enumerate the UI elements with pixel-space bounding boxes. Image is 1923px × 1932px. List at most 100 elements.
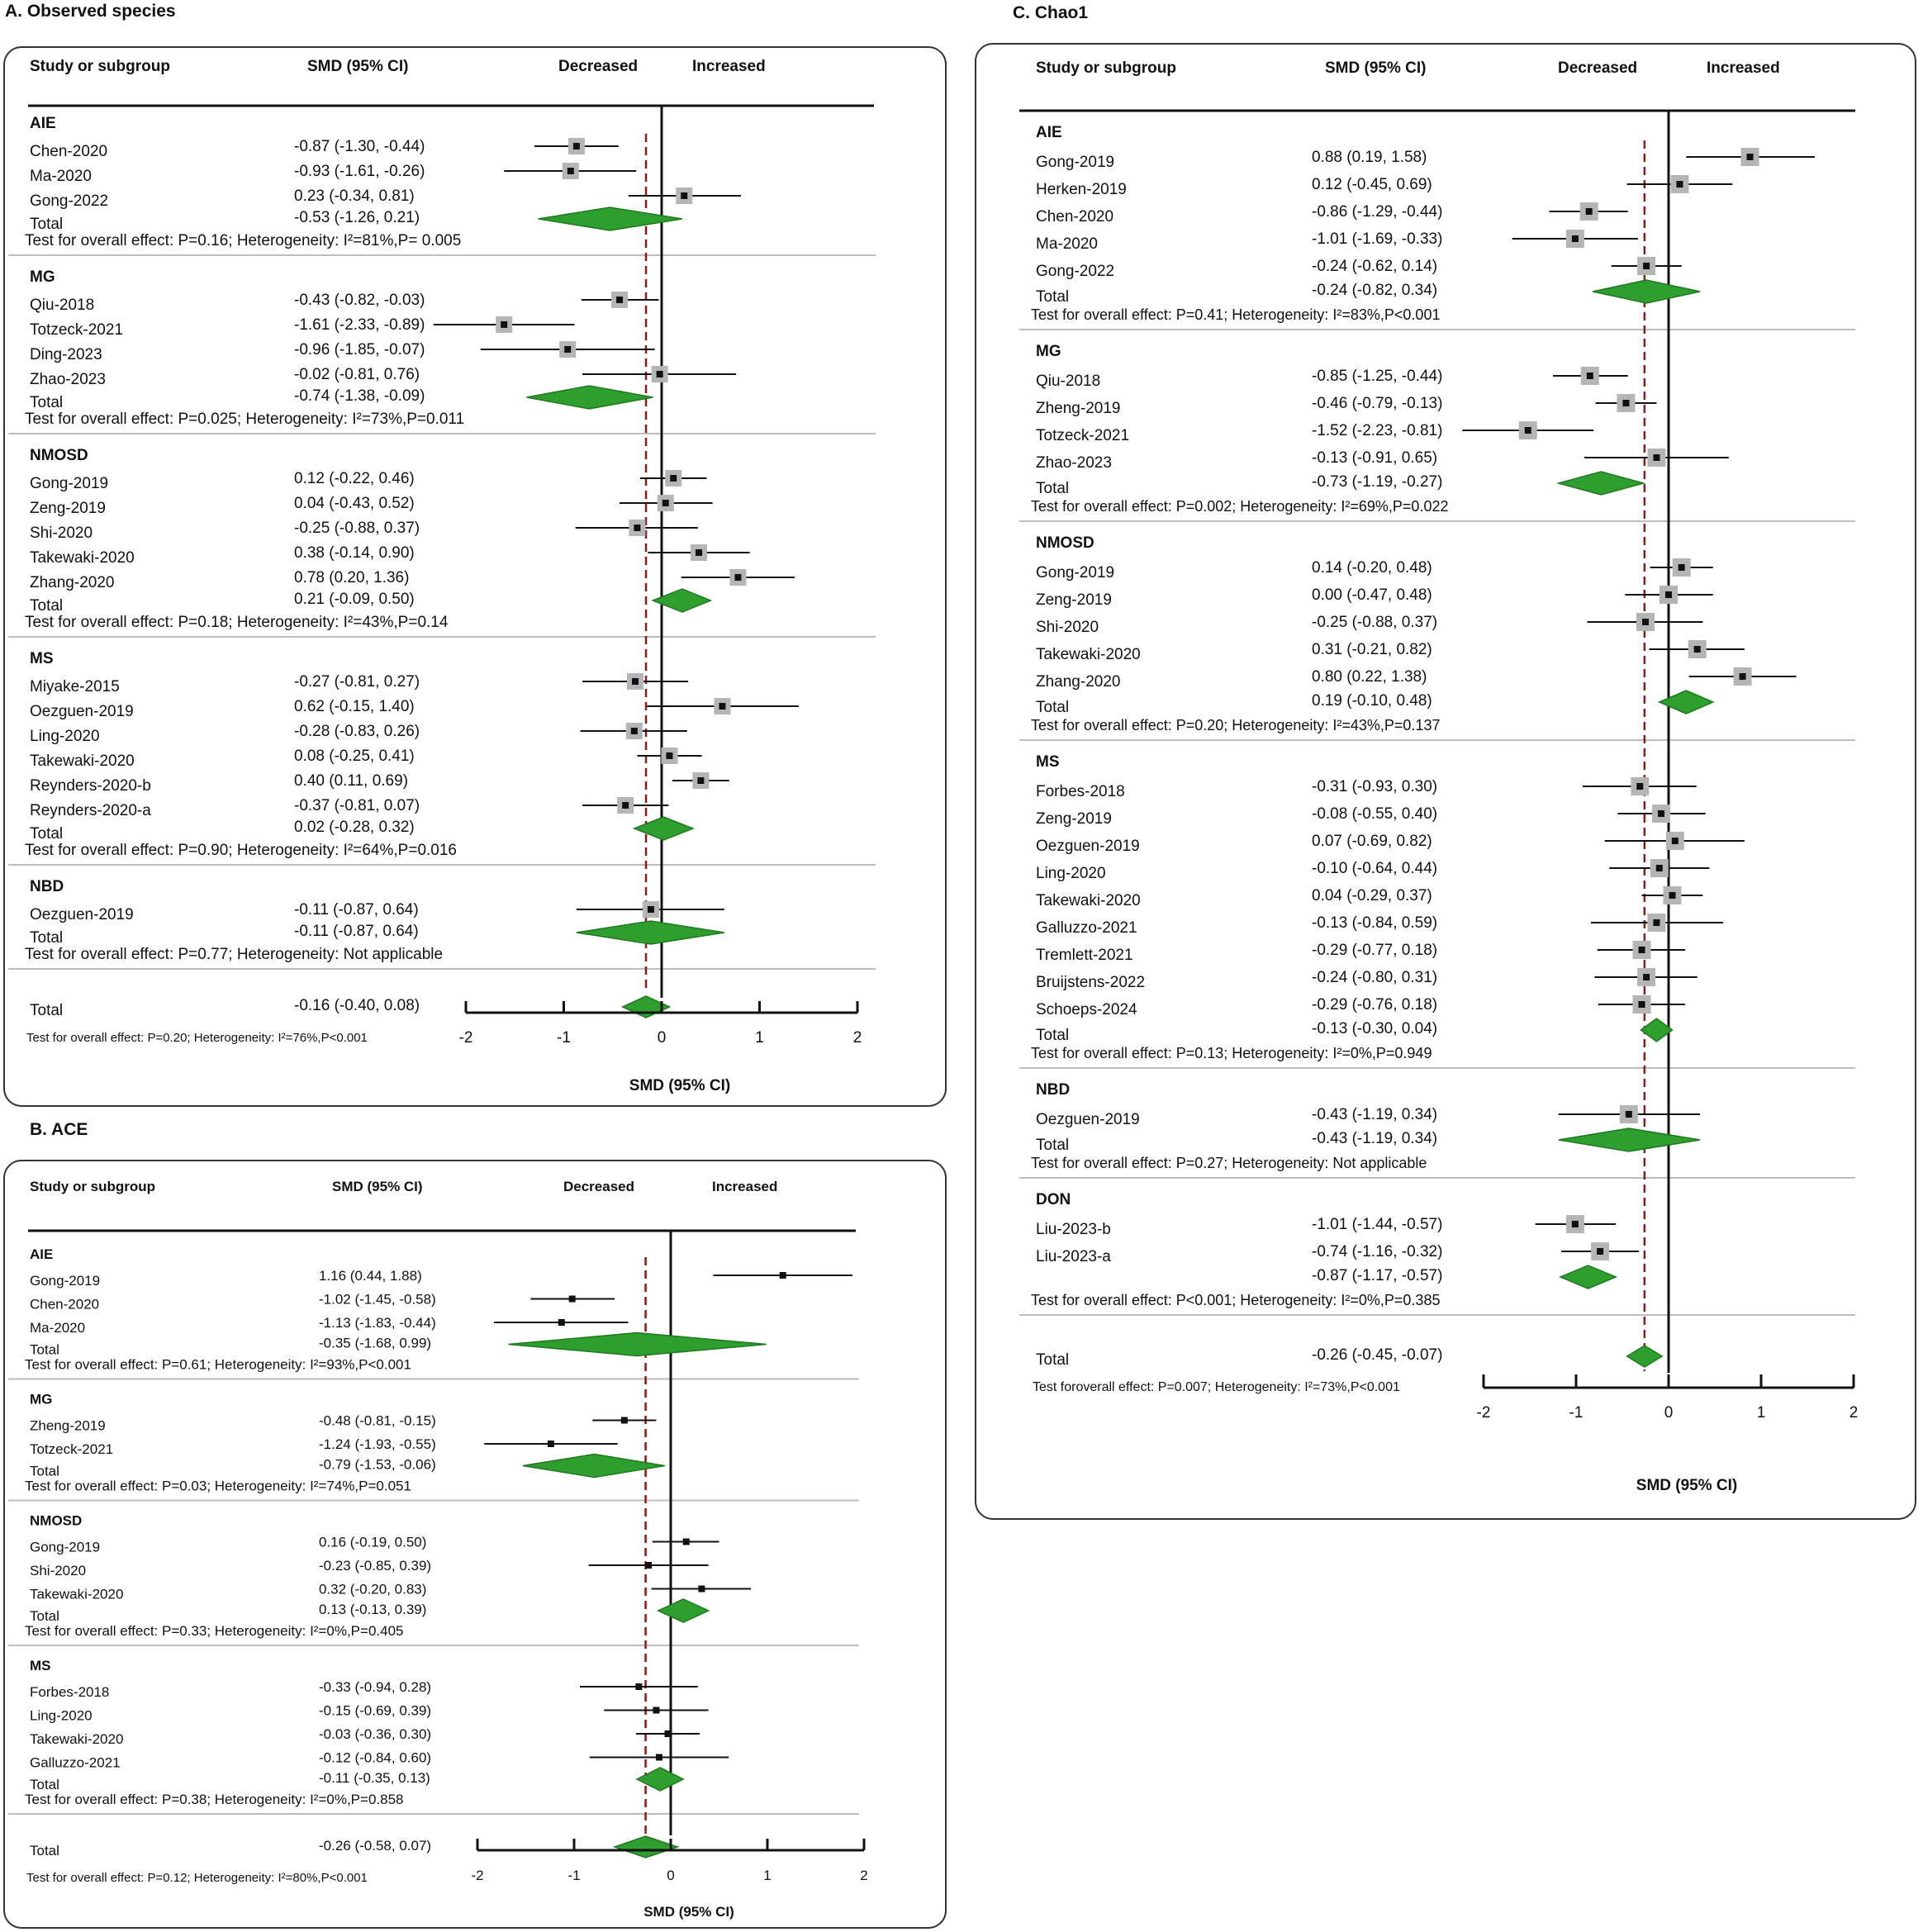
study-ci-text: 0.88 (0.19, 1.58) <box>1312 149 1427 166</box>
study-point-estimate <box>1643 974 1650 980</box>
x-axis-tick-label: 2 <box>853 1029 862 1047</box>
study-point-estimate <box>616 297 624 303</box>
study-ci-text: 0.38 (-0.14, 0.90) <box>294 544 415 562</box>
subgroup-total-label: Total <box>1036 480 1069 497</box>
study-label: Zeng-2019 <box>1036 810 1112 828</box>
study-label: Totzeck-2021 <box>30 321 123 339</box>
study-point-estimate <box>1658 810 1665 817</box>
study-ci-text: 0.80 (0.22, 1.38) <box>1312 668 1427 686</box>
study-point-estimate <box>682 1538 690 1545</box>
overall-total-label: Total <box>30 1002 63 1019</box>
subgroup-test-text: Test for overall effect: P=0.13; Heterog… <box>1031 1045 1432 1061</box>
overall-diamond <box>620 995 672 1018</box>
study-ci-text: -0.24 (-0.62, 0.14) <box>1312 258 1437 275</box>
study-point-estimate <box>1746 154 1754 160</box>
x-axis-tick-label: -1 <box>557 1029 571 1047</box>
subgroup-total-label: Total <box>30 1608 59 1624</box>
study-ci-text: 0.12 (-0.45, 0.69) <box>1312 176 1432 193</box>
study-point-estimate <box>1655 865 1663 871</box>
subgroup-total-ci-text: -0.53 (-1.26, 0.21) <box>294 209 420 226</box>
subgroup-total-ci-text: 0.21 (-0.09, 0.50) <box>294 591 415 608</box>
overall-diamond <box>1626 1345 1664 1368</box>
subgroup-total-label: Total <box>30 825 63 843</box>
study-ci-text: 0.14 (-0.20, 0.48) <box>1312 559 1432 577</box>
panel-b-title: B. ACE <box>30 1120 88 1139</box>
study-ci-text: -0.12 (-0.84, 0.60) <box>319 1750 431 1766</box>
study-label: Galluzzo-2021 <box>30 1755 121 1771</box>
study-ci-text: 0.62 (-0.15, 1.40) <box>294 698 415 715</box>
subgroup-label: MG <box>30 1392 52 1407</box>
study-point-estimate <box>1642 619 1649 625</box>
header-smd: SMD (95% CI) <box>332 1179 423 1194</box>
study-label: Liu-2023-b <box>1036 1221 1111 1238</box>
study-ci-text: -0.74 (-1.16, -0.32) <box>1312 1243 1442 1260</box>
panel-c-title: C. Chao1 <box>1013 3 1089 22</box>
study-label: Takewaki-2020 <box>30 1587 123 1602</box>
study-label: Galluzzo-2021 <box>1036 919 1137 937</box>
study-point-estimate <box>1653 454 1660 461</box>
study-ci-text: 0.16 (-0.19, 0.50) <box>319 1535 426 1550</box>
subgroup-label: MG <box>30 268 55 286</box>
subgroup-test-text: Test for overall effect: P=0.20; Heterog… <box>1031 717 1440 733</box>
header-decreased: Decreased <box>563 1179 634 1194</box>
study-label: Shi-2020 <box>1036 619 1099 636</box>
subgroup-total-ci-text: -0.87 (-1.17, -0.57) <box>1312 1267 1442 1284</box>
panel-a-title: A. Observed species <box>5 2 176 21</box>
study-label: Oezguen-2019 <box>1036 838 1140 855</box>
study-point-estimate <box>1665 591 1672 598</box>
subgroup-diamond <box>656 1598 710 1623</box>
study-ci-text: -1.02 (-1.45, -0.58) <box>319 1292 436 1308</box>
subgroup-label: MS <box>30 650 54 667</box>
study-label: Herken-2019 <box>1036 181 1127 198</box>
study-point-estimate <box>547 1441 554 1447</box>
study-label: Takewaki-2020 <box>1036 646 1141 663</box>
subgroup-diamond <box>635 1767 685 1792</box>
study-ci-text: 0.78 (0.20, 1.36) <box>294 569 409 586</box>
header-study: Study or subgroup <box>30 1179 155 1194</box>
x-axis-tick-label: -2 <box>471 1868 483 1883</box>
study-ci-text: -0.29 (-0.76, 0.18) <box>1312 996 1437 1013</box>
study-label: Oezguen-2019 <box>30 703 134 720</box>
study-point-estimate <box>655 1754 662 1761</box>
study-ci-text: -0.24 (-0.80, 0.31) <box>1312 969 1437 986</box>
subgroup-diamond <box>1593 279 1701 304</box>
x-axis-tick-label: -2 <box>459 1029 473 1047</box>
study-point-estimate <box>630 728 638 734</box>
study-point-estimate <box>1653 919 1660 926</box>
study-ci-text: -0.43 (-1.19, 0.34) <box>1312 1106 1437 1123</box>
study-label: Chen-2020 <box>1036 208 1113 225</box>
subgroup-total-label: Total <box>30 394 63 411</box>
overall-diamond <box>612 1835 680 1858</box>
study-point-estimate <box>634 525 641 531</box>
study-point-estimate <box>1638 1001 1645 1008</box>
study-label: Reynders-2020-b <box>30 777 151 795</box>
study-point-estimate <box>656 371 663 377</box>
study-label: Qiu-2018 <box>1036 373 1100 390</box>
study-label: Takewaki-2020 <box>1036 892 1141 909</box>
x-axis-tick-label: 1 <box>1757 1404 1766 1422</box>
study-point-estimate <box>1636 783 1644 790</box>
study-ci-text: -0.13 (-0.91, 0.65) <box>1312 449 1437 467</box>
subgroup-total-ci-text: -0.43 (-1.19, 0.34) <box>1312 1130 1437 1147</box>
subgroup-total-ci-text: 0.19 (-0.10, 0.48) <box>1312 692 1432 710</box>
subgroup-total-ci-text: 0.13 (-0.13, 0.39) <box>319 1602 426 1617</box>
study-ci-text: -0.86 (-1.29, -0.44) <box>1312 203 1442 221</box>
subgroup-label: NMOSD <box>30 1513 82 1529</box>
study-point-estimate <box>696 549 703 556</box>
subgroup-total-ci-text: -0.24 (-0.82, 0.34) <box>1312 282 1437 299</box>
study-ci-text: -0.28 (-0.83, 0.26) <box>294 723 420 740</box>
study-ci-text: 0.40 (0.11, 0.69) <box>294 772 408 790</box>
study-point-estimate <box>698 1585 705 1593</box>
study-label: Reynders-2020-a <box>30 802 151 819</box>
study-ci-text: -0.87 (-1.30, -0.44) <box>294 138 425 155</box>
study-label: Totzeck-2021 <box>1036 427 1129 444</box>
subgroup-diamond <box>522 1453 666 1479</box>
subgroup-total-ci-text: -0.13 (-0.30, 0.04) <box>1312 1020 1437 1037</box>
header-increased: Increased <box>692 58 766 75</box>
header-increased: Increased <box>712 1179 777 1194</box>
header-smd: SMD (95% CI) <box>1325 59 1426 77</box>
subgroup-diamond <box>576 920 724 945</box>
header-decreased: Decreased <box>1558 59 1637 77</box>
study-ci-text: -0.48 (-0.81, -0.15) <box>319 1413 436 1429</box>
study-label: Gong-2022 <box>1036 263 1114 280</box>
